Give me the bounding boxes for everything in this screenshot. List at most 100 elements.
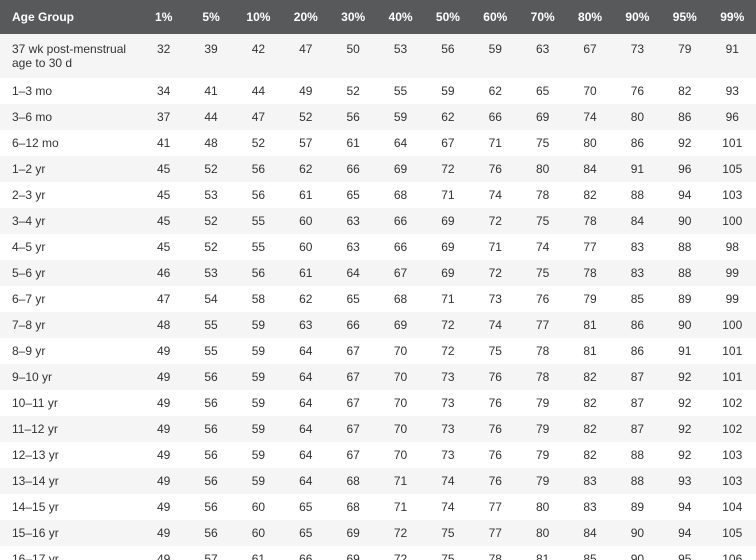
row-value: 64	[282, 390, 329, 416]
row-value: 72	[377, 546, 424, 560]
row-value: 75	[424, 520, 471, 546]
row-value: 68	[330, 494, 377, 520]
row-value: 62	[282, 156, 329, 182]
row-value: 63	[330, 234, 377, 260]
row-value: 92	[661, 364, 708, 390]
row-value: 61	[282, 260, 329, 286]
percentile-table: Age Group1%5%10%20%30%40%50%60%70%80%90%…	[0, 0, 756, 560]
row-value: 55	[377, 78, 424, 104]
row-value: 61	[330, 130, 377, 156]
row-value: 90	[614, 546, 661, 560]
row-value: 75	[519, 130, 566, 156]
row-value: 64	[282, 416, 329, 442]
row-value: 58	[235, 286, 282, 312]
row-label: 15–16 yr	[0, 520, 140, 546]
row-value: 47	[282, 34, 329, 78]
row-value: 105	[709, 156, 756, 182]
row-value: 44	[235, 78, 282, 104]
row-value: 93	[709, 78, 756, 104]
table-row: 12–13 yr495659646770737679828892103	[0, 442, 756, 468]
row-label: 7–8 yr	[0, 312, 140, 338]
row-value: 80	[614, 104, 661, 130]
row-value: 61	[282, 182, 329, 208]
row-value: 78	[519, 182, 566, 208]
row-value: 82	[566, 364, 613, 390]
row-value: 105	[709, 520, 756, 546]
row-label: 14–15 yr	[0, 494, 140, 520]
table-row: 3–6 mo37444752565962666974808696	[0, 104, 756, 130]
row-value: 98	[709, 234, 756, 260]
table-row: 10–11 yr495659646770737679828792102	[0, 390, 756, 416]
row-value: 72	[472, 260, 519, 286]
row-value: 90	[661, 312, 708, 338]
col-pct-80: 80%	[566, 0, 613, 34]
row-value: 71	[377, 468, 424, 494]
row-value: 69	[377, 312, 424, 338]
table-row: 6–7 yr47545862656871737679858999	[0, 286, 756, 312]
row-value: 65	[282, 520, 329, 546]
row-value: 80	[519, 494, 566, 520]
row-value: 49	[140, 416, 187, 442]
col-pct-95: 95%	[661, 0, 708, 34]
row-value: 49	[140, 364, 187, 390]
row-value: 87	[614, 364, 661, 390]
row-value: 70	[377, 442, 424, 468]
row-label: 2–3 yr	[0, 182, 140, 208]
row-value: 59	[235, 468, 282, 494]
row-value: 76	[519, 286, 566, 312]
col-pct-90: 90%	[614, 0, 661, 34]
row-value: 67	[330, 364, 377, 390]
row-value: 80	[519, 156, 566, 182]
row-value: 64	[282, 468, 329, 494]
row-value: 65	[330, 286, 377, 312]
row-value: 94	[661, 520, 708, 546]
row-value: 48	[140, 312, 187, 338]
row-value: 99	[709, 286, 756, 312]
col-pct-70: 70%	[519, 0, 566, 34]
row-value: 87	[614, 390, 661, 416]
row-value: 49	[140, 546, 187, 560]
table-body: 37 wk post-menstrual age to 30 d32394247…	[0, 34, 756, 560]
col-pct-30: 30%	[330, 0, 377, 34]
row-value: 45	[140, 182, 187, 208]
row-value: 74	[472, 312, 519, 338]
row-value: 106	[709, 546, 756, 560]
row-value: 78	[472, 546, 519, 560]
table-row: 15–16 yr495660656972757780849094105	[0, 520, 756, 546]
row-value: 90	[614, 520, 661, 546]
row-value: 77	[566, 234, 613, 260]
row-value: 104	[709, 494, 756, 520]
col-pct-50: 50%	[424, 0, 471, 34]
row-value: 67	[330, 390, 377, 416]
row-value: 78	[519, 364, 566, 390]
row-value: 64	[282, 364, 329, 390]
row-value: 92	[661, 442, 708, 468]
row-value: 63	[282, 312, 329, 338]
row-value: 76	[472, 468, 519, 494]
row-value: 60	[282, 234, 329, 260]
row-value: 69	[377, 156, 424, 182]
row-value: 46	[140, 260, 187, 286]
row-value: 49	[140, 520, 187, 546]
row-label: 6–12 mo	[0, 130, 140, 156]
row-value: 76	[472, 416, 519, 442]
row-label: 11–12 yr	[0, 416, 140, 442]
row-value: 77	[519, 312, 566, 338]
row-label: 3–4 yr	[0, 208, 140, 234]
row-value: 69	[330, 520, 377, 546]
row-value: 70	[377, 416, 424, 442]
row-value: 63	[519, 34, 566, 78]
row-value: 62	[424, 104, 471, 130]
row-value: 62	[282, 286, 329, 312]
row-label: 16–17 yr	[0, 546, 140, 560]
row-value: 82	[566, 182, 613, 208]
row-value: 67	[330, 338, 377, 364]
col-pct-20: 20%	[282, 0, 329, 34]
row-value: 74	[472, 182, 519, 208]
row-value: 64	[377, 130, 424, 156]
row-value: 83	[566, 468, 613, 494]
row-value: 73	[472, 286, 519, 312]
row-value: 101	[709, 130, 756, 156]
row-value: 52	[187, 234, 234, 260]
row-value: 67	[330, 416, 377, 442]
